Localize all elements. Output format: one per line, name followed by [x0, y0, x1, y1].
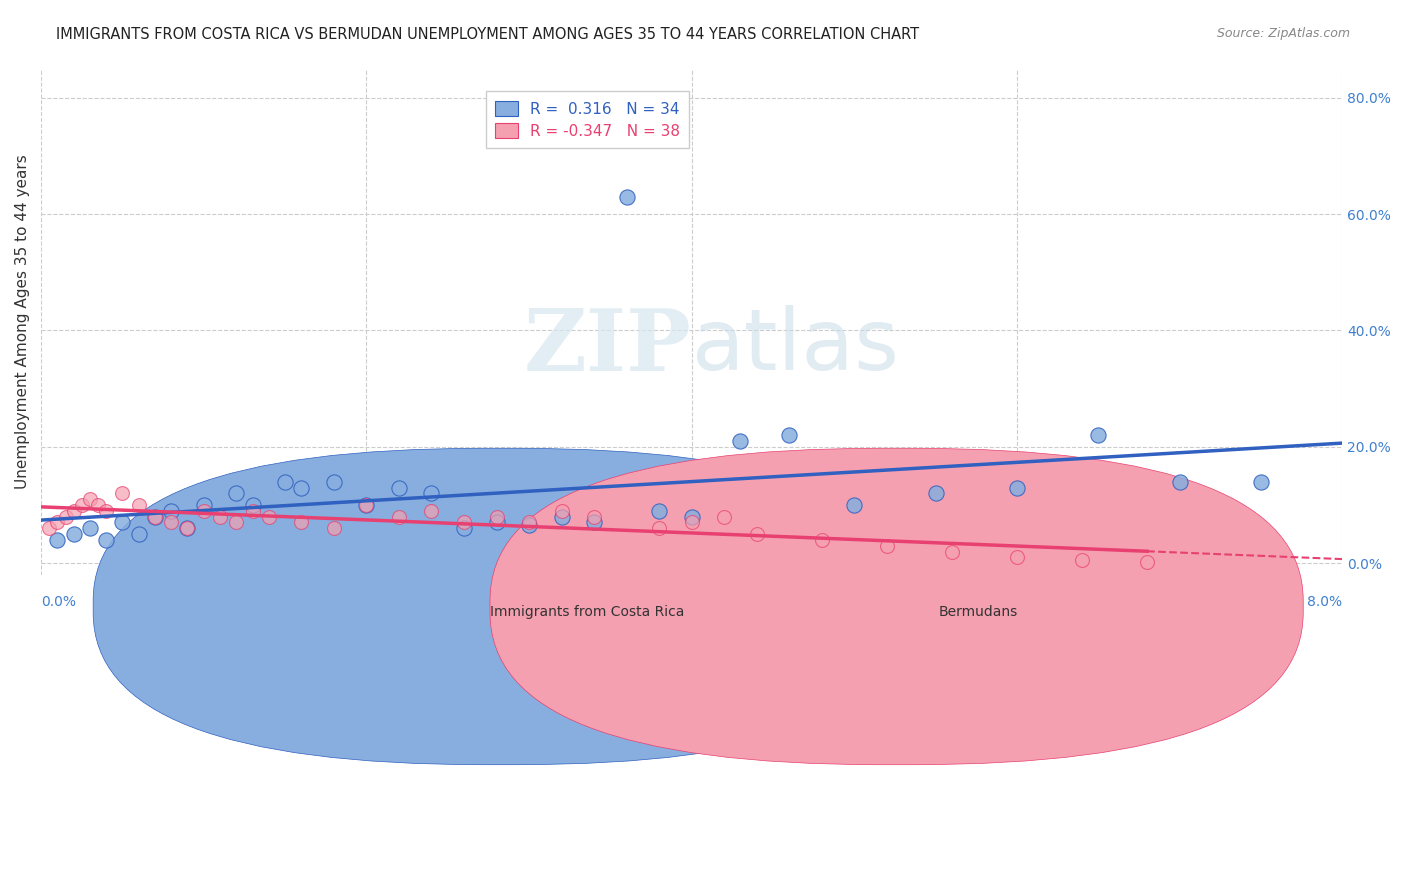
- Point: [681, 509, 703, 524]
- Point: [160, 504, 183, 518]
- Point: [550, 504, 572, 518]
- Point: [274, 475, 297, 489]
- Point: [79, 492, 101, 507]
- Point: [924, 486, 946, 500]
- Point: [420, 504, 443, 518]
- Point: [730, 434, 752, 448]
- Point: [46, 533, 69, 547]
- Text: Bermudans: Bermudans: [938, 605, 1018, 619]
- Point: [322, 475, 344, 489]
- Point: [208, 509, 231, 524]
- Point: [1136, 555, 1159, 569]
- Point: [517, 518, 540, 533]
- Point: [1005, 550, 1028, 565]
- Point: [193, 498, 215, 512]
- Point: [70, 498, 93, 512]
- Point: [1168, 475, 1191, 489]
- Point: [648, 521, 671, 535]
- Point: [111, 516, 134, 530]
- Point: [128, 498, 150, 512]
- Point: [844, 498, 866, 512]
- Point: [176, 521, 198, 535]
- Point: [96, 504, 118, 518]
- Legend: R =  0.316   N = 34, R = -0.347   N = 38: R = 0.316 N = 34, R = -0.347 N = 38: [486, 91, 689, 148]
- Point: [290, 516, 312, 530]
- Point: [648, 504, 671, 518]
- Point: [1071, 553, 1094, 567]
- Text: IMMIGRANTS FROM COSTA RICA VS BERMUDAN UNEMPLOYMENT AMONG AGES 35 TO 44 YEARS CO: IMMIGRANTS FROM COSTA RICA VS BERMUDAN U…: [56, 27, 920, 42]
- Point: [616, 189, 638, 203]
- Point: [128, 527, 150, 541]
- Point: [453, 521, 475, 535]
- Text: Source: ZipAtlas.com: Source: ZipAtlas.com: [1216, 27, 1350, 40]
- Text: 0.0%: 0.0%: [41, 595, 76, 609]
- Point: [1250, 475, 1272, 489]
- Point: [143, 509, 166, 524]
- Point: [420, 486, 443, 500]
- Point: [941, 544, 963, 558]
- Point: [160, 516, 183, 530]
- Point: [79, 521, 101, 535]
- Point: [517, 516, 540, 530]
- Point: [242, 504, 264, 518]
- Point: [96, 533, 118, 547]
- Point: [87, 498, 110, 512]
- Point: [1005, 481, 1028, 495]
- Text: Immigrants from Costa Rica: Immigrants from Costa Rica: [491, 605, 685, 619]
- Point: [62, 527, 84, 541]
- Point: [62, 504, 84, 518]
- Point: [176, 521, 198, 535]
- Point: [778, 428, 800, 442]
- Point: [1087, 428, 1109, 442]
- Point: [38, 521, 60, 535]
- Point: [143, 509, 166, 524]
- Point: [356, 498, 378, 512]
- Point: [745, 527, 768, 541]
- Point: [193, 504, 215, 518]
- Point: [453, 516, 475, 530]
- Point: [111, 486, 134, 500]
- Point: [388, 509, 411, 524]
- Text: atlas: atlas: [692, 305, 900, 389]
- Point: [225, 516, 247, 530]
- Point: [713, 509, 735, 524]
- Y-axis label: Unemployment Among Ages 35 to 44 years: Unemployment Among Ages 35 to 44 years: [15, 154, 30, 489]
- Text: 8.0%: 8.0%: [1308, 595, 1343, 609]
- Point: [485, 509, 508, 524]
- Point: [55, 509, 77, 524]
- Text: ZIP: ZIP: [524, 305, 692, 389]
- Point: [242, 498, 264, 512]
- Point: [583, 516, 606, 530]
- FancyBboxPatch shape: [93, 449, 907, 764]
- Point: [876, 539, 898, 553]
- Point: [322, 521, 344, 535]
- Point: [257, 509, 280, 524]
- Point: [356, 498, 378, 512]
- Point: [225, 486, 247, 500]
- Point: [388, 481, 411, 495]
- Point: [290, 481, 312, 495]
- Point: [46, 516, 69, 530]
- FancyBboxPatch shape: [491, 449, 1303, 764]
- Point: [583, 509, 606, 524]
- Point: [681, 516, 703, 530]
- Point: [810, 533, 832, 547]
- Point: [485, 516, 508, 530]
- Point: [550, 509, 572, 524]
